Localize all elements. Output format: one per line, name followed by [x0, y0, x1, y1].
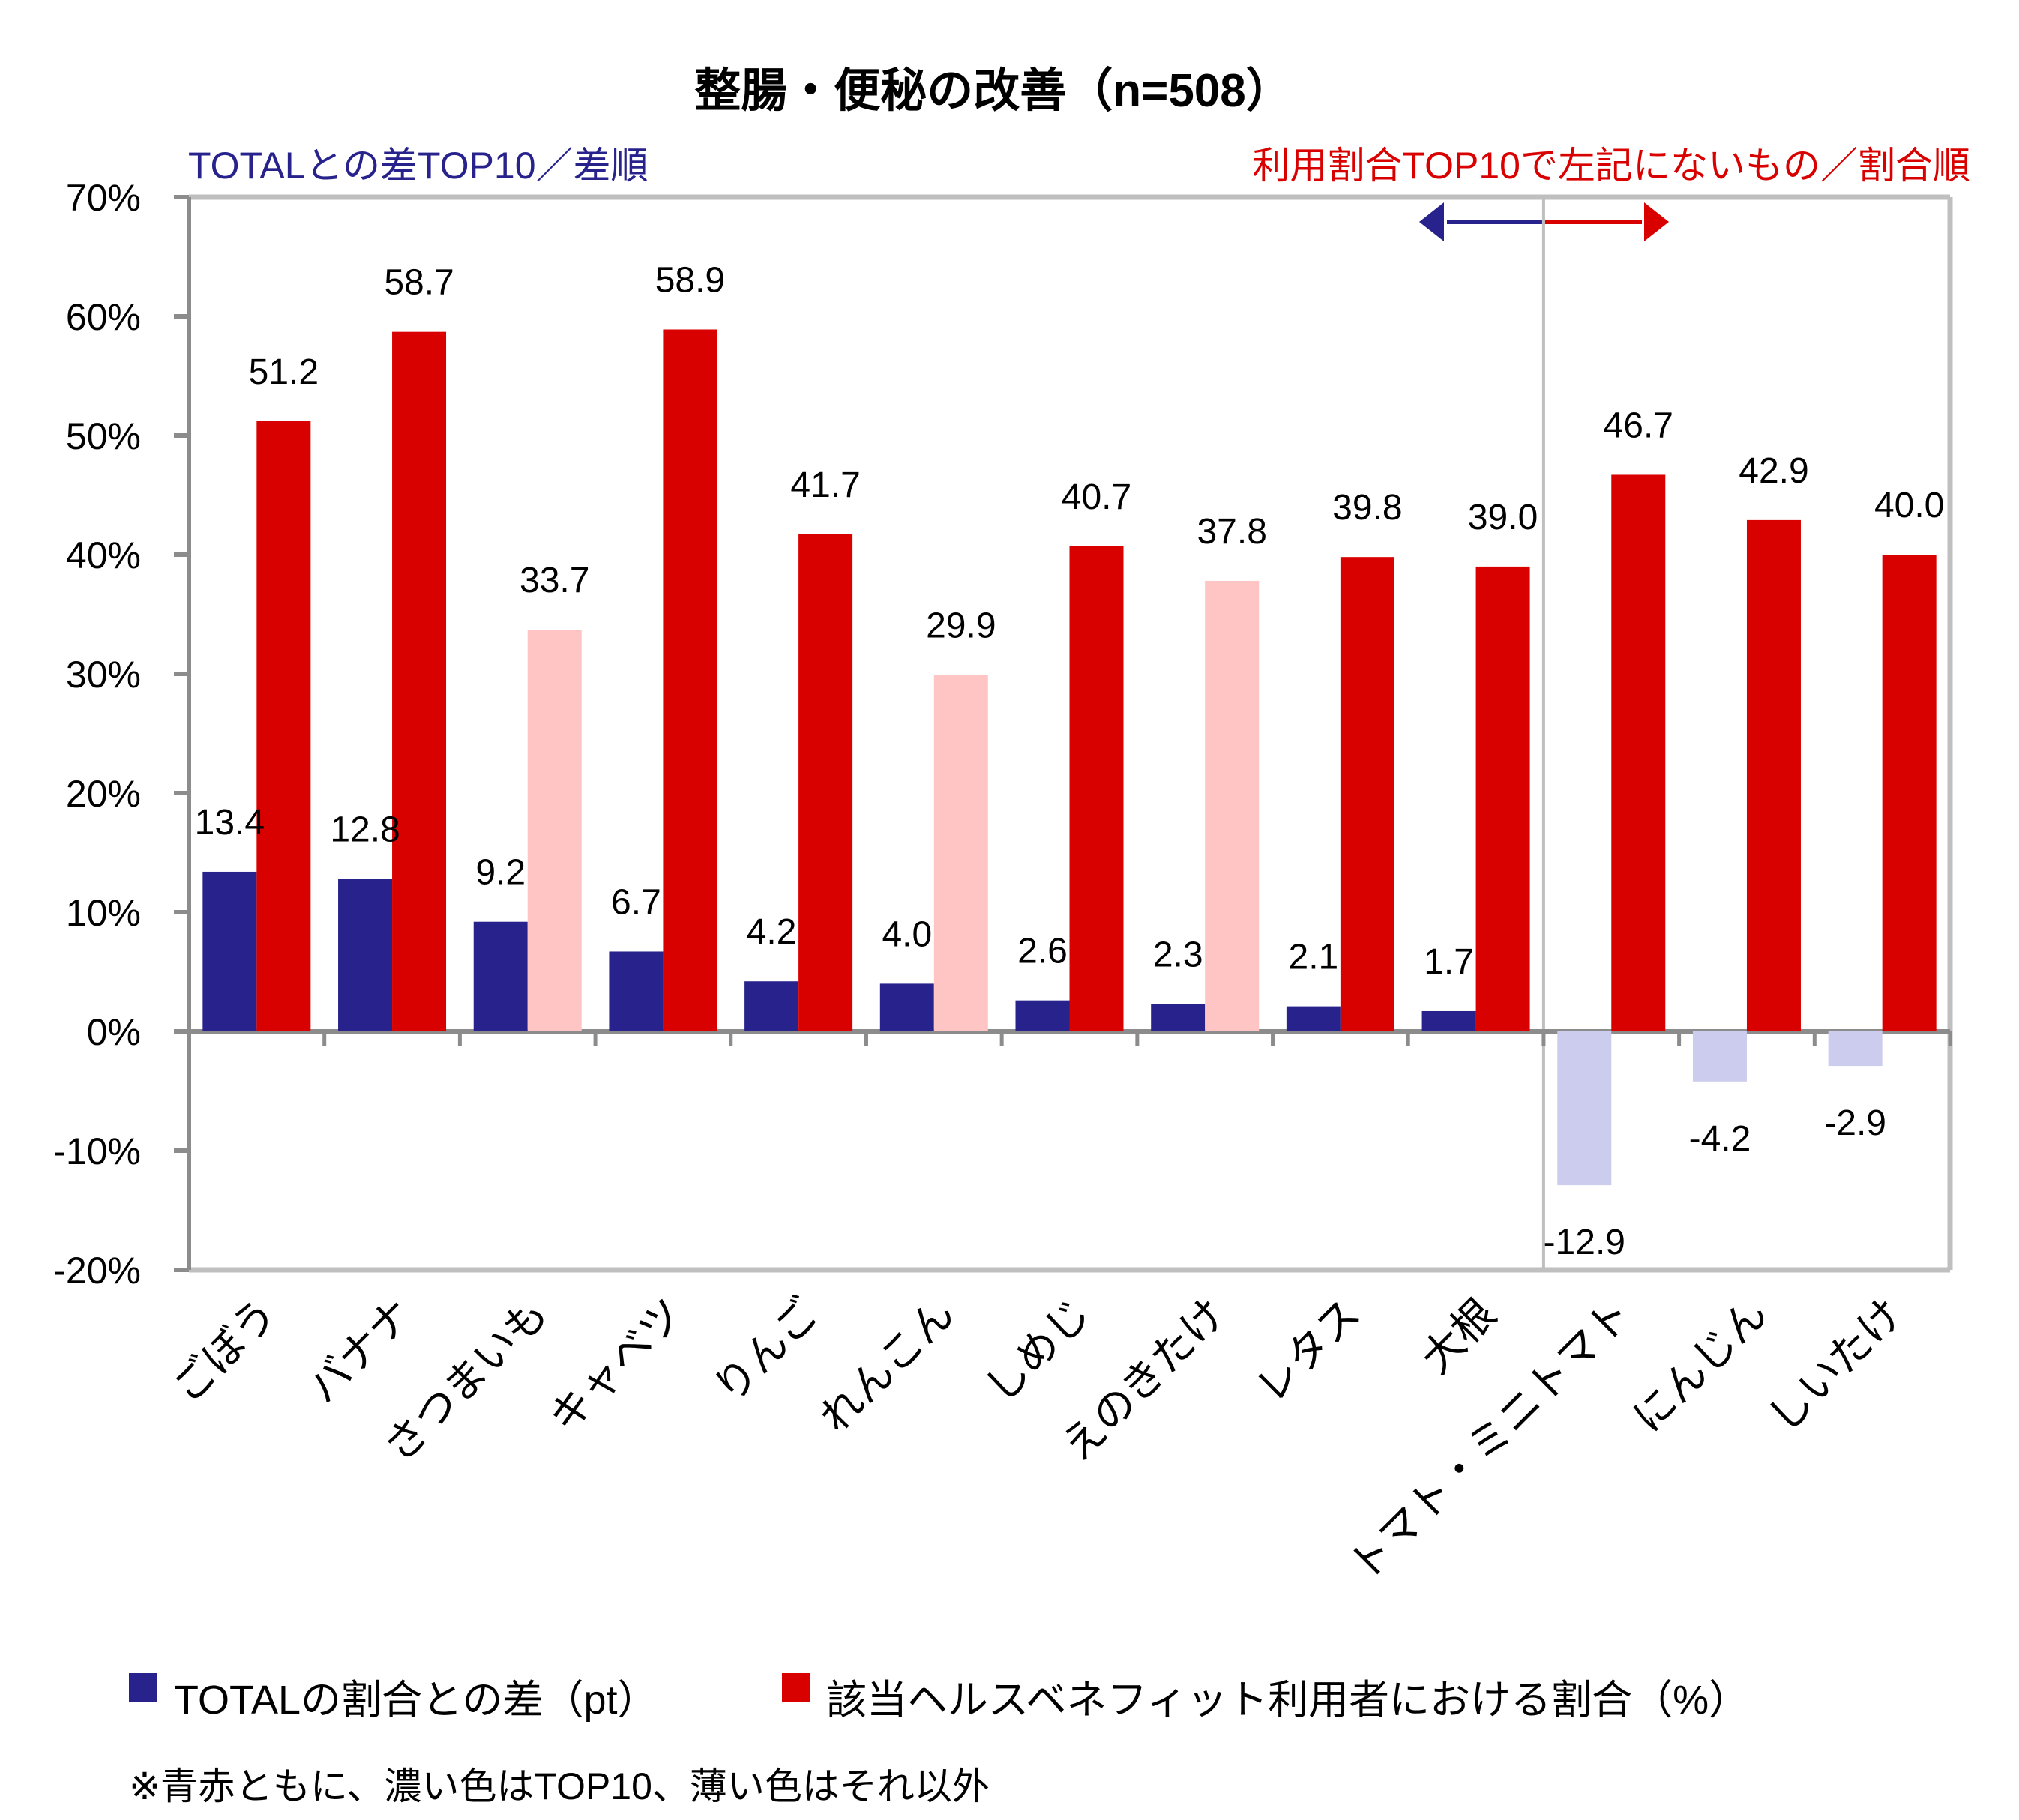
subtitle-left: TOTALとの差TOP10／差順 — [188, 145, 649, 187]
y-tick-label: 50% — [66, 415, 141, 457]
footnote: ※青赤ともに、濃い色はTOP10、薄い色はそれ以外 — [129, 1765, 990, 1807]
bar-diff-8 — [1286, 1006, 1341, 1031]
bar-share-4 — [798, 534, 853, 1031]
bar-share-0 — [256, 421, 311, 1031]
bar-share-1 — [392, 331, 447, 1031]
data-label-share-7: 37.8 — [1197, 512, 1266, 552]
data-label-diff-6: 2.6 — [1017, 932, 1068, 971]
data-label-diff-2: 9.2 — [475, 853, 526, 893]
data-label-share-12: 40.0 — [1874, 486, 1944, 525]
data-label-diff-7: 2.3 — [1153, 935, 1203, 974]
bar-diff-11 — [1692, 1031, 1747, 1082]
bar-share-2 — [527, 630, 582, 1031]
legend-swatch-share — [782, 1673, 810, 1702]
bar-diff-1 — [338, 879, 393, 1031]
bar-diff-10 — [1557, 1031, 1612, 1186]
data-label-diff-8: 2.1 — [1289, 938, 1339, 977]
bar-diff-9 — [1421, 1010, 1476, 1031]
bar-share-9 — [1475, 566, 1530, 1031]
data-label-diff-9: 1.7 — [1424, 942, 1474, 982]
bar-diff-0 — [202, 871, 257, 1031]
bar-share-10 — [1611, 474, 1666, 1031]
data-label-diff-4: 4.2 — [747, 912, 797, 952]
bar-diff-5 — [879, 983, 934, 1031]
y-tick-label: 40% — [66, 534, 141, 576]
y-tick-label: -10% — [53, 1130, 141, 1172]
data-label-diff-1: 12.8 — [330, 810, 400, 849]
data-label-share-8: 39.8 — [1332, 488, 1402, 528]
legend-swatch-diff — [129, 1673, 157, 1702]
legend: TOTALの割合との差（pt） 該当ヘルスベネフィット利用者における割合（%） — [129, 1673, 1749, 1723]
data-label-share-0: 51.2 — [249, 352, 319, 392]
bar-share-3 — [663, 329, 717, 1031]
bar-diff-3 — [609, 951, 664, 1031]
data-label-share-10: 46.7 — [1604, 406, 1673, 445]
bar-diff-12 — [1828, 1031, 1883, 1067]
bar-share-12 — [1882, 555, 1937, 1031]
data-label-share-4: 41.7 — [790, 465, 860, 505]
data-label-diff-11: -4.2 — [1689, 1119, 1751, 1159]
bar-share-6 — [1069, 546, 1124, 1031]
bar-diff-4 — [744, 981, 799, 1031]
y-tick-label: 70% — [66, 177, 141, 219]
data-label-share-3: 58.9 — [655, 260, 725, 300]
data-label-share-11: 42.9 — [1739, 451, 1808, 491]
data-label-diff-3: 6.7 — [611, 882, 661, 922]
arrow-left-head-icon — [1419, 202, 1444, 241]
bar-diff-7 — [1151, 1004, 1206, 1031]
bar-share-11 — [1746, 519, 1801, 1031]
bar-share-7 — [1205, 580, 1260, 1031]
arrow-right-head-icon — [1644, 202, 1669, 241]
plot-frame — [189, 194, 1953, 1273]
bar-share-8 — [1340, 557, 1394, 1031]
y-tick-label: 60% — [66, 296, 141, 338]
data-label-share-1: 58.7 — [384, 263, 454, 303]
chart-title: 整腸・便秘の改善（n=508） — [694, 64, 1293, 117]
data-label-share-6: 40.7 — [1062, 477, 1131, 517]
bar-share-5 — [933, 675, 988, 1031]
y-tick-label: 30% — [66, 654, 141, 696]
bar-diff-6 — [1015, 1000, 1070, 1031]
data-labels: 13.4 51.2 12.8 58.7 9.2 33.7 6.7 58.9 4.2 41.7 4.0… — [195, 260, 1945, 1262]
bars — [202, 329, 1937, 1186]
data-label-diff-5: 4.0 — [882, 914, 932, 954]
data-label-diff-10: -12.9 — [1544, 1223, 1625, 1262]
y-tick-label: 20% — [66, 773, 141, 815]
y-axis: 70% 60% 50% 40% 30% 20% 10% 0% -10% -20% — [53, 177, 191, 1292]
subtitle-right: 利用割合TOP10で左記にないもの／割合順 — [1253, 145, 1971, 187]
section-arrows — [1419, 202, 1669, 241]
y-tick-label: 0% — [87, 1011, 141, 1053]
data-label-share-2: 33.7 — [520, 561, 589, 600]
data-label-diff-0: 13.4 — [195, 803, 265, 843]
data-label-share-9: 39.0 — [1468, 498, 1538, 537]
data-label-share-5: 29.9 — [926, 606, 996, 646]
y-tick-label: -20% — [53, 1250, 141, 1292]
legend-label-diff: TOTALの割合との差（pt） — [174, 1678, 658, 1723]
data-label-diff-12: -2.9 — [1824, 1103, 1886, 1143]
y-tick-label: 10% — [66, 892, 141, 934]
bar-diff-2 — [473, 921, 528, 1031]
legend-label-share: 該当ヘルスベネフィット利用者における割合（%） — [826, 1678, 1749, 1723]
